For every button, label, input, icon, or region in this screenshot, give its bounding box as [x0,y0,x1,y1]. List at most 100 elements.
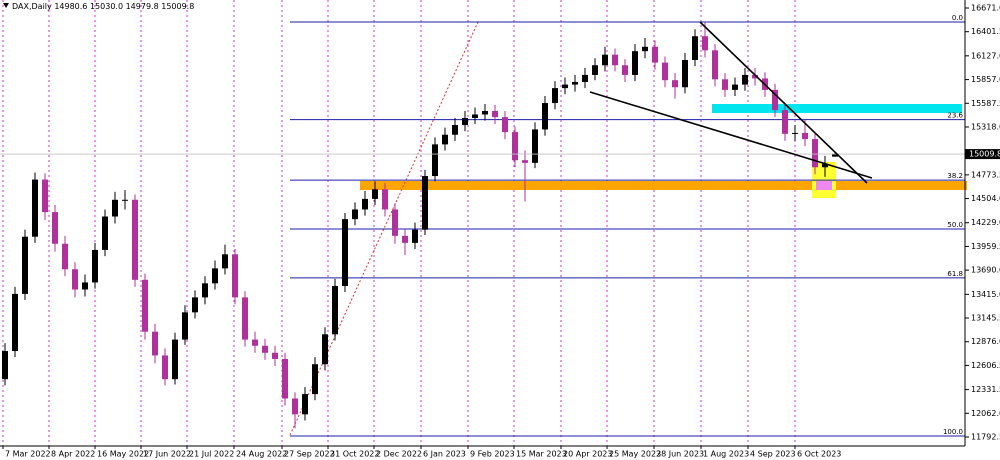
candle-body [512,132,518,161]
candle-body [402,235,408,243]
x-tick-label: 4 Sep 2023 [750,450,796,459]
candle-body [622,65,628,75]
support-zone [360,181,967,190]
candle-body [472,114,478,119]
candle-body [282,358,288,399]
candle-body [72,269,78,290]
candle-body [422,176,428,230]
candle-body [752,74,758,79]
candle-body [502,117,508,133]
x-tick-label: 27 Sep 2022 [284,450,335,459]
x-tick-label: 24 Aug 2022 [236,450,287,459]
trendline-upper [699,21,868,184]
candle-body [92,249,98,283]
candle-body [202,283,208,298]
x-tick-label: 9 Feb 2023 [470,450,515,459]
fib-label: 38.2 [947,172,963,180]
candle-body [802,132,808,140]
candle-body [22,236,28,294]
candle-body [722,79,728,90]
y-tick-label: 13145.5 [971,314,1000,323]
x-tick-label: 1 Aug 2023 [703,450,749,459]
candle-body [2,351,8,380]
candle-body [12,293,18,352]
candle-body [542,103,548,130]
candle-body [132,199,138,280]
x-tick-label: 6 Jan 2023 [423,450,466,459]
candle-body [162,355,168,380]
candle-body [272,352,278,359]
candle-body [212,268,218,284]
x-tick-label: 2 Dec 2022 [376,450,422,459]
fib-label: 0.0 [952,14,963,22]
candle-body [262,345,268,353]
candle-body [812,139,818,168]
y-tick-label: 11792.5 [971,432,1000,441]
candle-body [712,50,718,80]
candle-body [242,297,248,340]
candle-body [462,118,468,126]
candle-body [822,163,828,168]
candle-body [352,209,358,220]
candle-body [312,364,318,395]
y-tick-label: 16401.5 [971,27,1000,36]
candle-body [492,110,498,118]
candle-body [372,189,378,199]
candle-body [702,36,708,51]
candle-body [142,279,148,332]
highlight-overlap [816,181,832,190]
candle-body [152,331,158,356]
y-tick-label: 13415.0 [971,290,1000,299]
candle-body [832,154,838,157]
fib-label: 50.0 [947,221,963,229]
candle-body [552,88,558,104]
x-tick-label: 15 Mar 2023 [516,450,567,459]
y-tick-label: 15587.5 [971,99,1000,108]
candle-body [232,254,238,298]
x-tick-label: 6 Oct 2023 [797,450,841,459]
candle-body [792,132,798,134]
candle-body [192,297,198,313]
x-tick-label: 17 Jun 2022 [143,450,191,459]
candle-body [382,189,388,210]
candle-body [122,199,128,201]
y-tick-label: 12606.5 [971,361,1000,370]
candle-body [592,65,598,75]
candle-body [632,51,638,75]
y-tick-label: 16127.0 [971,51,1000,60]
y-tick-label: 13690.0 [971,266,1000,275]
symbol: DAX,Daily [12,2,52,11]
candle-body [652,46,658,63]
candle-body [782,110,788,134]
high-label: 15030.0 [90,2,123,11]
x-tick-label: 7 Mar 2022 [5,450,51,459]
candle-body [432,144,438,177]
candle-body [102,216,108,250]
candle-body [302,394,308,415]
y-tick-label: 12876.0 [971,337,1000,346]
y-tick-label: 15318.0 [971,122,1000,131]
low-label: 14979.8 [126,2,159,11]
current-price-label: 15009.8 [969,150,1000,159]
candle-body [692,36,698,60]
y-tick-label: 14773.5 [971,170,1000,179]
header-icon [3,3,9,8]
trendline-lower [589,91,873,179]
candle-body [252,339,258,346]
candle-body [742,74,748,85]
candle-body [392,209,398,236]
candle-body [322,334,328,365]
x-tick-label: 20 Apr 2023 [563,450,612,459]
candle-body [672,80,678,88]
header: DAX,Daily 14980.6 15030.0 14979.8 15009.… [12,2,194,11]
candle-body [82,282,88,290]
current-price-tag [965,149,1000,160]
candle-body [522,160,528,163]
candle-body [182,312,188,340]
fib-label: 23.6 [947,112,963,120]
candle-body [442,134,448,145]
